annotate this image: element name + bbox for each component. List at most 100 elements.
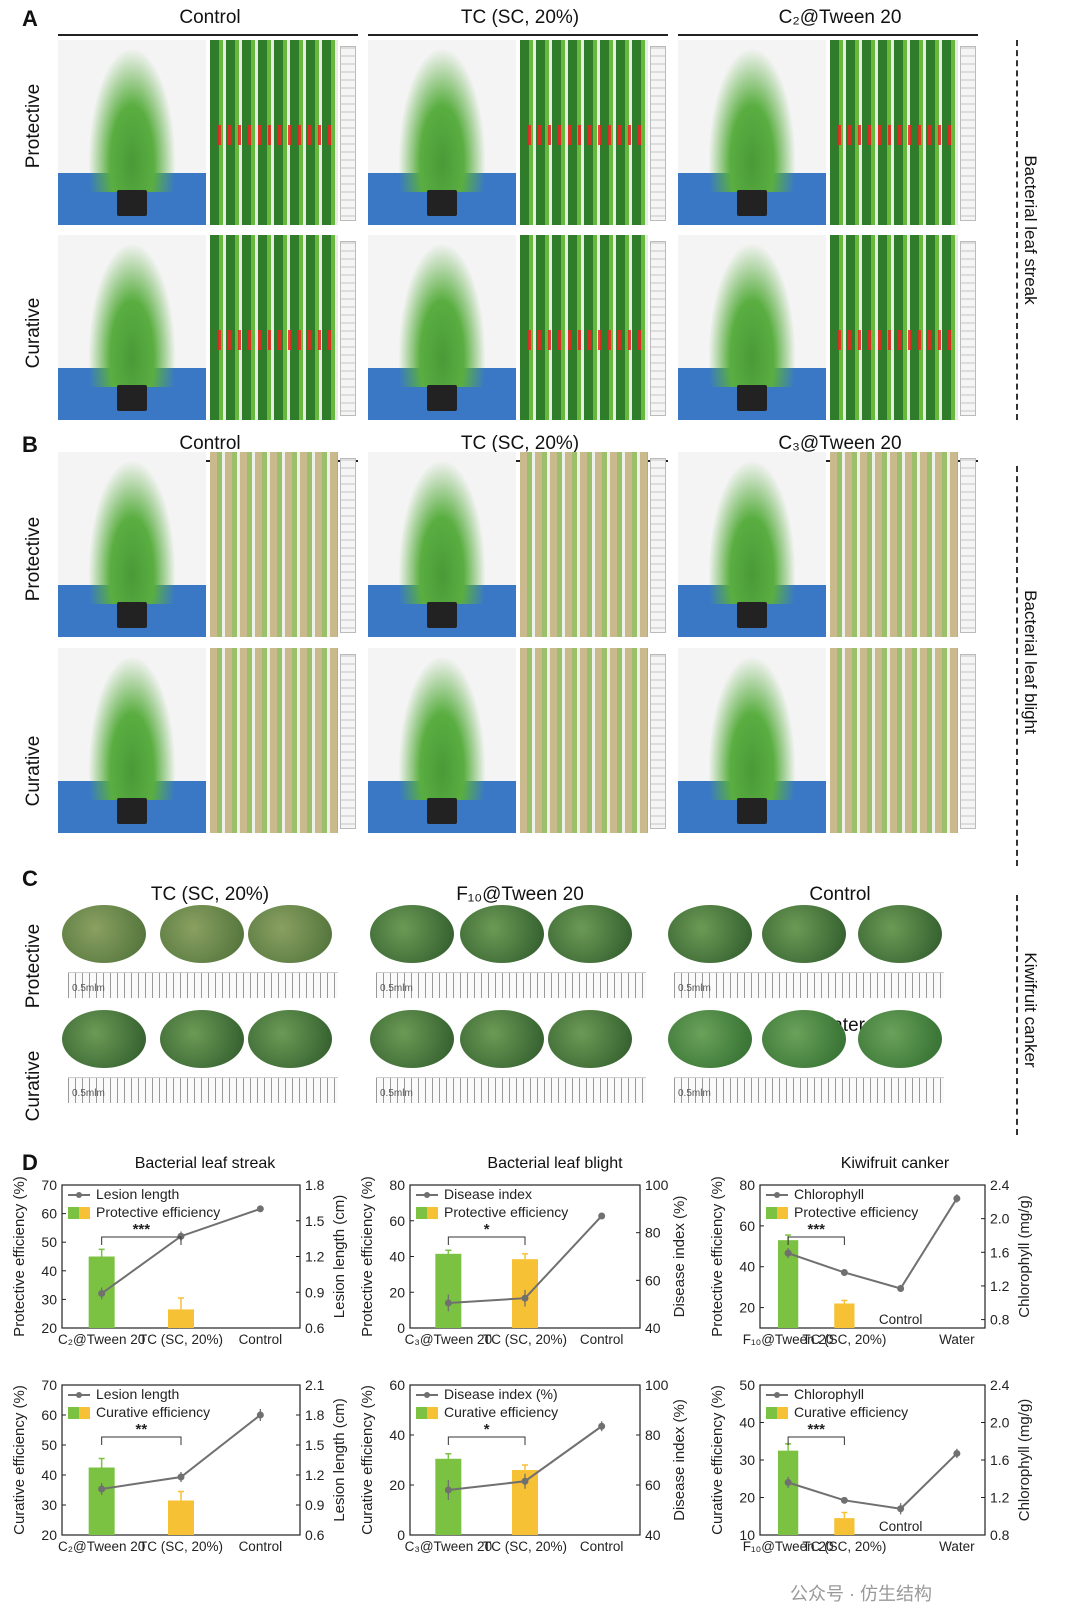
chart-3-ytick-label-4: 60 — [41, 1407, 57, 1423]
a-lesion-arrows-0-0 — [218, 125, 333, 145]
chart-1-sig-label: * — [484, 1221, 490, 1238]
chart-4-xlabel-1: TC (SC, 20%) — [483, 1539, 567, 1554]
chart-0-ytick-label-3: 50 — [41, 1234, 57, 1250]
chart-4-y2label: Disease index (%) — [671, 1399, 688, 1521]
b-prot-plant-canopy-1 — [397, 459, 487, 604]
chart-2-ylabel: Protective efficiency (%) — [709, 1176, 726, 1337]
chart-4-xlabel-0: C₃@Tween 20 — [405, 1539, 493, 1554]
chart-2-bar-1 — [834, 1303, 855, 1328]
b-prot-plant-photo-2 — [678, 452, 826, 637]
c-leaf-disc-1-2-1 — [762, 1010, 846, 1068]
chart-2-line-point-3 — [953, 1194, 961, 1202]
c-scale-ruler-0-0 — [68, 972, 338, 998]
chart-0-legend-line-dot — [76, 1192, 82, 1198]
c-leaf-disc-0-0-0 — [62, 905, 146, 963]
panel-c-col-control: Control — [809, 884, 871, 905]
panel-b-side-label: Bacterial leaf blight — [1021, 590, 1040, 734]
chart-1-sig-bracket — [447, 1236, 526, 1245]
panel-a-row-protective: Protective — [23, 83, 44, 169]
b-prot-leaf-photo-2 — [830, 452, 958, 637]
chart-3-ytick-label-3: 50 — [41, 1437, 57, 1453]
chart-2-line-point-0 — [784, 1249, 792, 1257]
chart-4-line-point-2 — [598, 1422, 606, 1430]
b-prot-ruler-1 — [650, 458, 666, 633]
chart-1-ytick-label-4: 80 — [389, 1177, 405, 1193]
a-cur-ruler-2 — [960, 241, 976, 416]
panel-a-col-tc: TC (SC, 20%) — [460, 7, 580, 28]
chart-2-line-point-2 — [897, 1284, 905, 1292]
chart-5-xlabel-3: Water — [939, 1539, 975, 1554]
panel-b-col-c3: C₃@Tween 20 — [778, 433, 902, 454]
chart-0-line-point-2 — [256, 1205, 264, 1213]
chart-3-y2tick-label-3: 1.5 — [305, 1437, 325, 1453]
chart-5-ytick-label-1: 20 — [739, 1490, 755, 1506]
chart-1-legend-1: Protective efficiency — [444, 1204, 568, 1220]
a-prot-ruler-0 — [340, 46, 356, 221]
chart-0-line-point-1 — [177, 1232, 185, 1240]
chart-2-y2tick-label-2: 1.6 — [990, 1244, 1010, 1260]
chart-5: 10 20 30 40 50 0.8 1.2 1.6 2.0 2.4 Curative effici… — [709, 1377, 1033, 1554]
chart-3-sig-label: ** — [135, 1421, 147, 1438]
chart-3-ytick-label-1: 30 — [41, 1497, 57, 1513]
chart-5-legend-green-swatch — [766, 1407, 777, 1419]
chart-3-bar-1 — [168, 1500, 194, 1535]
a-lesion-arrows-0-2 — [838, 125, 953, 145]
panel-b-label: B — [22, 432, 38, 457]
c-leaf-disc-1-0-1 — [160, 1010, 244, 1068]
chart-4-y2tick-label-2: 80 — [645, 1427, 661, 1443]
c-scale-caption-0-0: 0.5mlm — [72, 983, 105, 994]
c-scale-ruler-1-0 — [68, 1077, 338, 1103]
b-cur-plant-canopy-0 — [87, 655, 177, 800]
b-prot-plant-canopy-0 — [87, 459, 177, 604]
b-cur-plant-canopy-1 — [397, 655, 487, 800]
panel-a-row-curative: Curative — [23, 297, 44, 369]
a-lesion-arrows-1-1 — [528, 330, 643, 350]
chart-0-xlabel-2: Control — [239, 1332, 283, 1347]
a-cur-plant-pot-2 — [737, 384, 767, 411]
a-cur-ruler-1 — [650, 241, 666, 416]
chart-4-ytick-label-1: 20 — [389, 1477, 405, 1493]
b-prot-leaf-photo-0 — [210, 452, 338, 637]
chart-5-line-point-1 — [840, 1496, 848, 1504]
chart-5-line-point-0 — [784, 1479, 792, 1486]
a-cur-plant-canopy-2 — [707, 242, 797, 387]
chart-5-ytick-label-4: 50 — [739, 1377, 755, 1393]
panel-a-label: A — [22, 6, 38, 31]
chart-1: 0 20 40 60 80 40 60 80 100 Protective efficiency … — [359, 1176, 688, 1347]
chart-0-xlabel-0: C₂@Tween 20 — [58, 1332, 145, 1347]
chart-0-legend-yellow-swatch — [79, 1207, 90, 1219]
b-prot-ruler-2 — [960, 458, 976, 633]
chart-1-line-point-2 — [598, 1212, 606, 1220]
a-prot-plant-pot-0 — [117, 189, 147, 216]
chart-2-legend-green-swatch — [766, 1207, 777, 1219]
b-prot-plant-photo-1 — [368, 452, 516, 637]
chart-4-y2tick-label-0: 40 — [645, 1527, 661, 1543]
a-prot-plant-photo-0 — [58, 40, 206, 225]
a-cur-ruler-0 — [340, 241, 356, 416]
panel-a-side-label: Bacterial leaf streak — [1021, 155, 1040, 305]
panel-b-col-tc: TC (SC, 20%) — [460, 433, 580, 454]
chart-2-frame — [759, 1184, 986, 1329]
panel-c-label: C — [22, 866, 38, 891]
chart-1-ytick-label-2: 40 — [389, 1249, 405, 1265]
chart-2: 20 40 60 80 0.8 1.2 1.6 2.0 2.4 Protective effici… — [709, 1176, 1033, 1347]
chart-3-line-point-1 — [177, 1473, 185, 1481]
chart-5-xlabel-1: TC (SC, 20%) — [802, 1539, 886, 1554]
chart-2-legend-0: Chlorophyll — [794, 1186, 864, 1202]
panel-c-col-tc: TC (SC, 20%) — [150, 884, 270, 905]
chart-3-xlabel-0: C₂@Tween 20 — [58, 1539, 145, 1554]
c-scale-caption-1-1: 0.5mlm — [380, 1088, 413, 1099]
chart-3-y2label: Lesion length (cm) — [331, 1398, 348, 1521]
chart-5-legend-yellow-swatch — [777, 1407, 788, 1419]
chart-5-ytick-label-0: 10 — [739, 1527, 755, 1543]
c-leaf-disc-0-2-0 — [668, 905, 752, 963]
a-prot-plant-pot-1 — [427, 189, 457, 216]
chart-2-sig-bracket — [787, 1236, 845, 1245]
b-cur-ruler-2 — [960, 654, 976, 829]
chart-0-legend-0: Lesion length — [96, 1186, 179, 1202]
a-prot-plant-canopy-0 — [87, 47, 177, 192]
chart-title-canker: Kiwifruit canker — [840, 1155, 950, 1172]
chart-1-legend-green-swatch — [416, 1207, 427, 1219]
chart-5-line-point-2 — [897, 1505, 905, 1513]
chart-5-y2tick-label-0: 0.8 — [990, 1527, 1010, 1543]
